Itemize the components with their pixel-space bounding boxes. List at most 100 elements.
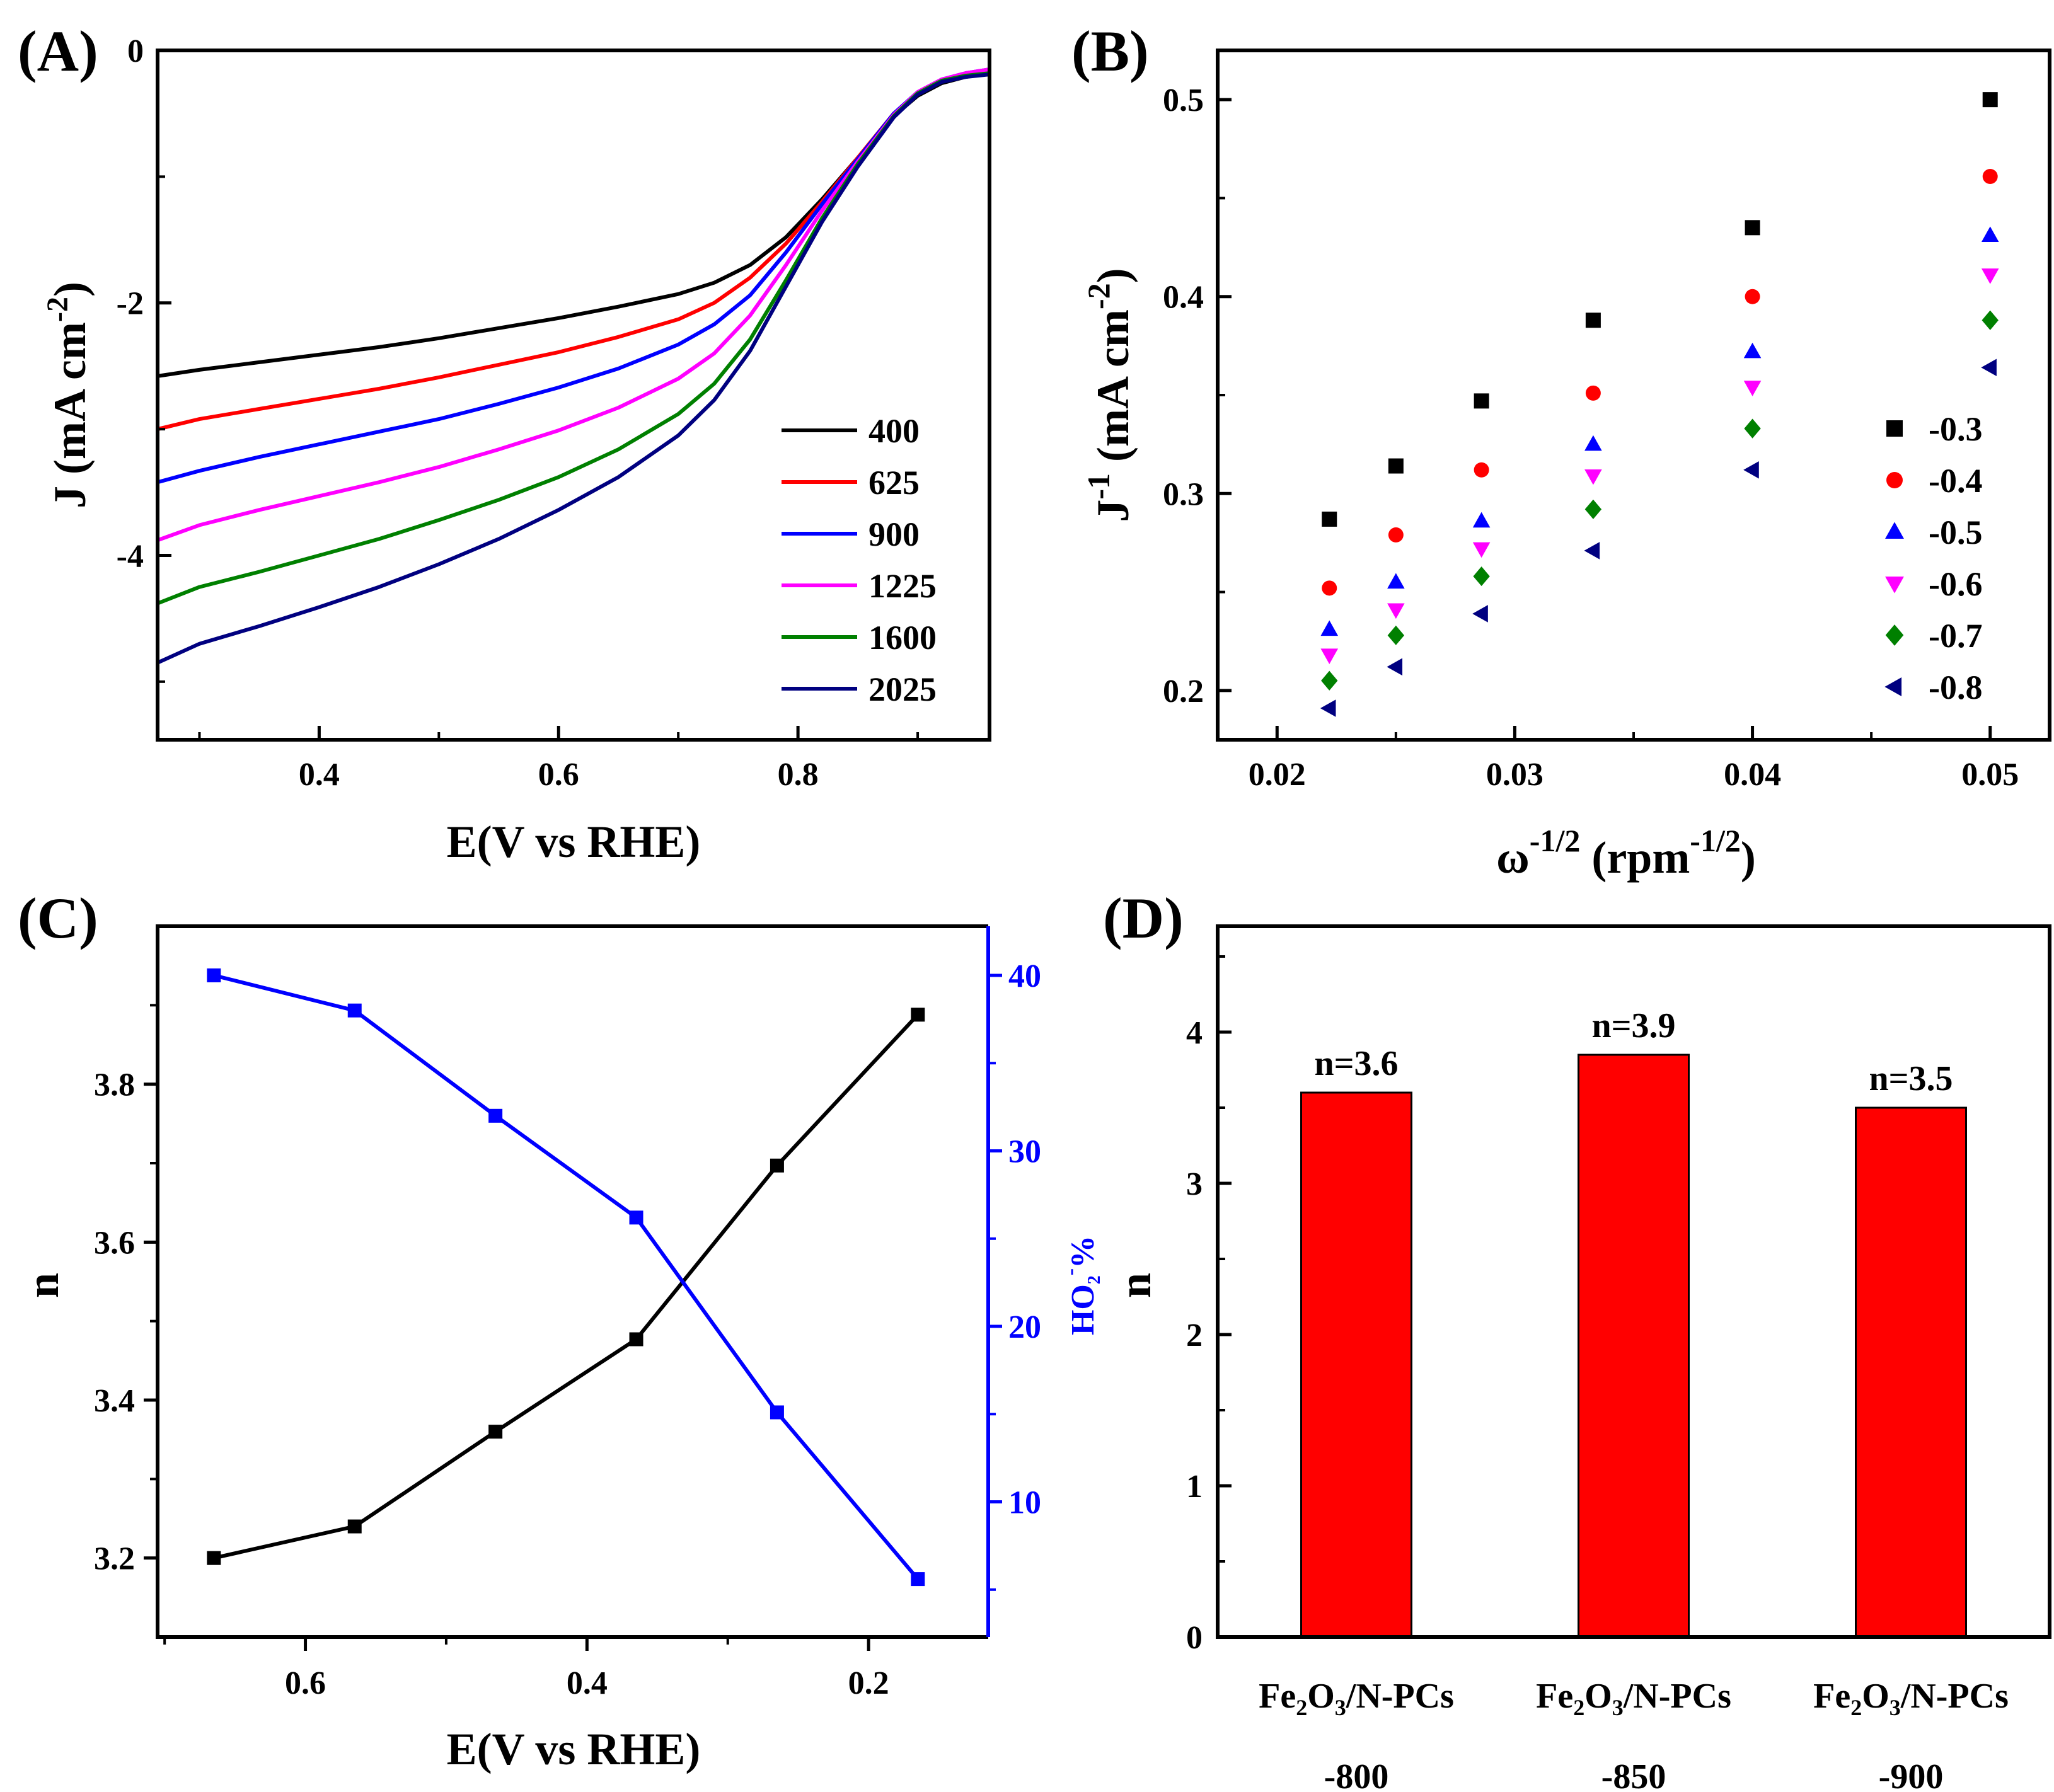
panel-b-point--0.3 <box>1982 92 1998 108</box>
panel-c: (C) 0.6 0.4 0.2 3.2 3.4 3.6 3.8 10 20 30 40 E(V … <box>18 886 1104 1774</box>
panel-b-point--0.5 <box>1320 620 1339 636</box>
panel-d-categories: Fe2O3/N-PCs-800Fe2O3/N-PCs-850Fe2O3/N-PC… <box>1259 1677 2009 1792</box>
panel-b-legend-marker--0.8 <box>1884 677 1902 696</box>
panel-b-point--0.8 <box>1320 699 1336 717</box>
panel-a-y-tick-label: 0 <box>127 33 144 69</box>
panel-a-y-tick-label: -4 <box>117 538 144 574</box>
panel-d-y-axis-title: n <box>1110 1273 1160 1298</box>
panel-b-point--0.5 <box>1472 512 1491 528</box>
panel-b-point--0.5 <box>1981 226 1999 243</box>
panel-b-legend-label: -0.6 <box>1929 565 1982 603</box>
panel-c-point-HO2-% <box>347 1003 362 1018</box>
panel-b-y-ticks: 0.2 0.3 0.4 0.5 <box>1163 83 1232 709</box>
panel-d-category-part: O <box>1584 1677 1612 1716</box>
panel-c-line-n <box>213 1013 920 1560</box>
panel-d-category-part: 3 <box>1335 1695 1346 1720</box>
panel-c-y2-title-sup: - <box>1059 1268 1082 1275</box>
panel-c-x-tick-label: 0.4 <box>567 1665 608 1701</box>
panel-d-frame <box>1216 924 2051 1639</box>
panel-c-y-tick-label: 3.4 <box>94 1383 135 1419</box>
panel-c-point-n <box>911 1008 925 1022</box>
panel-a-curve-900 <box>157 67 990 485</box>
panel-d-category-part: O <box>1307 1677 1335 1716</box>
panel-b-y-title-j: J <box>1088 500 1138 522</box>
panel-d-category-part: /N-PCs <box>1900 1677 2009 1716</box>
panel-b-point--0.4 <box>1745 289 1760 304</box>
panel-c-x-tick-label: 0.6 <box>285 1665 326 1701</box>
panel-a-legend: 400 625 900 1225 1600 2025 <box>782 412 937 708</box>
panel-b-x-ticks: 0.02 0.03 0.04 0.05 <box>1249 726 2019 793</box>
panel-c-label: (C) <box>18 886 98 950</box>
panel-a-y-axis-title: J (mA cm-2) <box>41 282 95 508</box>
panel-b-legend-label: -0.5 <box>1929 514 1982 551</box>
panel-b-y-axis-title: J-1 (mA cm-2) <box>1081 268 1138 522</box>
panel-a-y-title-sup: -2 <box>41 297 74 322</box>
panel-c-point-n <box>207 1551 221 1565</box>
panel-b-point--0.7 <box>1744 418 1761 439</box>
panel-c-point-n <box>629 1332 643 1347</box>
panel-d-bar <box>1300 1091 1412 1638</box>
panel-d-y-tick-label: 3 <box>1186 1166 1203 1202</box>
panel-d-category-label: Fe2O3/N-PCs <box>1813 1677 2009 1720</box>
panel-c-point-HO2-% <box>911 1572 925 1587</box>
panel-a-y-tick-label: -2 <box>117 286 144 322</box>
panel-c-y2-ticks: 10 20 30 40 <box>988 958 1041 1591</box>
panel-c-y2-tick-label: 30 <box>1008 1134 1041 1170</box>
panel-b-point--0.7 <box>1321 670 1338 691</box>
panel-b-legend-label: -0.8 <box>1929 669 1982 706</box>
panel-c-y2-title-sub: 2 <box>1085 1275 1104 1284</box>
panel-b-point--0.6 <box>1584 469 1602 485</box>
panel-c-y2-tick-label: 10 <box>1008 1485 1041 1521</box>
panel-b-point--0.6 <box>1472 542 1491 558</box>
panel-a-curve-2025 <box>156 72 990 665</box>
panel-b-x-tick-label: 0.05 <box>1961 757 2019 793</box>
panel-d-category-part: 2 <box>1296 1695 1307 1720</box>
panel-b-point--0.5 <box>1743 342 1762 359</box>
panel-b-legend-marker--0.3 <box>1886 420 1903 437</box>
panel-d-category-part: 2 <box>1850 1695 1862 1720</box>
panel-d-bar-data-label: n=3.5 <box>1869 1059 1953 1098</box>
panel-b-point--0.4 <box>1322 580 1337 596</box>
panel-a-y-title-main: J (mA cm <box>45 322 95 508</box>
panel-c-line-HO2-% <box>213 974 920 1581</box>
panel-c-y2-tick-label: 40 <box>1008 958 1041 994</box>
panel-c-y2-title-main: HO <box>1065 1284 1101 1335</box>
panel-a-label: (A) <box>18 19 98 83</box>
panel-d-category-part: 3 <box>1890 1695 1901 1720</box>
panel-a-legend-label: 1225 <box>868 567 937 605</box>
panel-a-legend-label: 625 <box>868 464 920 502</box>
panel-c-y-tick-label: 3.2 <box>94 1541 135 1577</box>
panel-c-point-n <box>347 1519 362 1534</box>
panel-b-label: (B) <box>1071 19 1149 83</box>
panel-d-category-part: Fe <box>1259 1677 1296 1716</box>
panel-c-x-axis-title: E(V vs RHE) <box>447 1724 701 1774</box>
panel-c-point-HO2-% <box>629 1210 643 1225</box>
panel-b-point--0.7 <box>1387 625 1405 645</box>
panel-c-y2-tick-label: 20 <box>1008 1309 1041 1345</box>
panel-b: (B) 0.02 0.03 0.04 0.05 0.2 0.3 0.4 0.5 ω-1/2 … <box>1071 19 2051 883</box>
panel-d-bar-data-label: n=3.6 <box>1314 1044 1398 1083</box>
panel-b-frame <box>1216 49 2051 742</box>
panel-a-x-tick-label: 0.8 <box>778 757 819 793</box>
panel-b-point--0.6 <box>1981 268 1999 284</box>
panel-d-y-tick-label: 0 <box>1186 1620 1203 1656</box>
panel-c-y-ticks: 3.2 3.4 3.6 3.8 <box>94 1004 158 1577</box>
panel-b-y-tick-label: 0.3 <box>1163 476 1204 512</box>
panel-d-category-label: Fe2O3/N-PCs <box>1259 1677 1454 1720</box>
panel-b-y-title-sup: -1 <box>1081 473 1116 500</box>
panel-a-x-tick-label: 0.6 <box>538 757 579 793</box>
panel-a-curve-400 <box>157 71 990 378</box>
panel-b-point--0.8 <box>1387 658 1403 676</box>
panel-d-category-part: 3 <box>1612 1695 1624 1720</box>
panel-b-x-title-mid: (rpm <box>1580 832 1690 883</box>
panel-b-point--0.7 <box>1982 310 1999 330</box>
panel-b-point--0.3 <box>1474 393 1489 409</box>
panel-b-x-title-sup2: -1/2 <box>1690 823 1741 858</box>
panel-c-x-tick-label: 0.2 <box>848 1665 889 1701</box>
panel-a-legend-label: 1600 <box>868 619 937 657</box>
panel-b-x-tick-label: 0.04 <box>1724 757 1781 793</box>
panel-d-plot-area: n=3.6 n=3.9 n=3.5 <box>1300 1006 1967 1638</box>
panel-b-legend-label: -0.3 <box>1929 410 1982 448</box>
